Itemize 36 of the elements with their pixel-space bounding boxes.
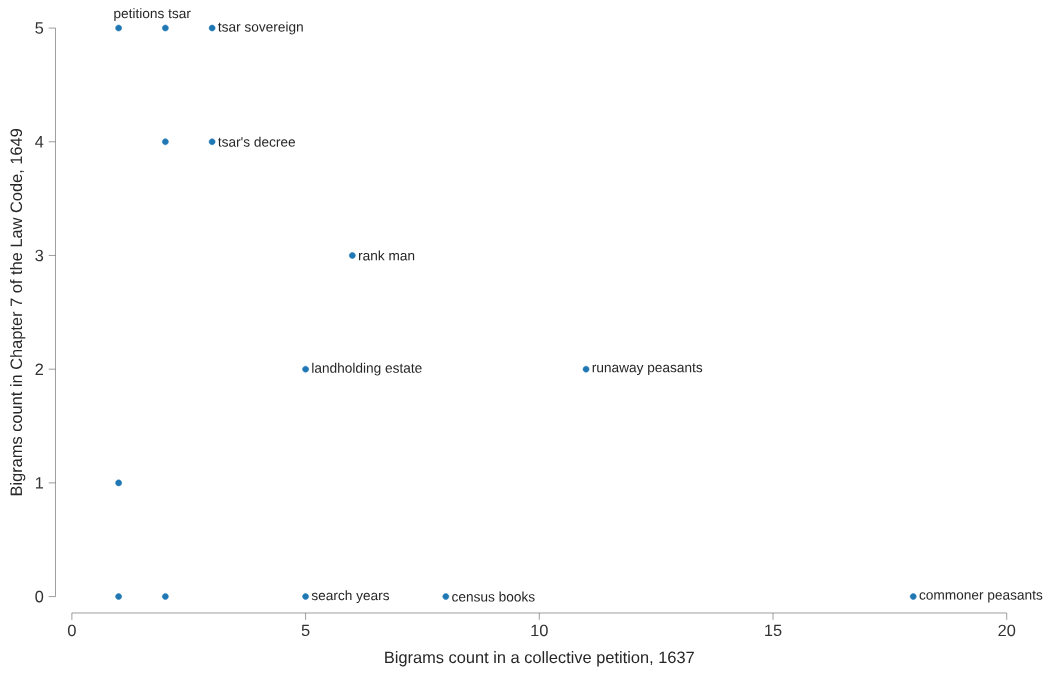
- point: [302, 593, 309, 600]
- y-axis-title: Bigrams count in Chapter 7 of the Law Code, 1649: [10, 128, 26, 495]
- point: [582, 365, 590, 373]
- x-tick-label: 15: [765, 624, 782, 636]
- point: [162, 24, 169, 32]
- x-tick-label: 20: [998, 624, 1016, 637]
- annotation: tsar's decree: [218, 136, 296, 147]
- x-axis-title: Bigrams count in a collective petition, 1637: [385, 650, 694, 667]
- y-tick-label: 1: [35, 477, 44, 489]
- point: [115, 24, 122, 32]
- annotation: commoner peasants: [919, 590, 1043, 603]
- point: [909, 593, 917, 600]
- point: [115, 479, 122, 486]
- point: [208, 138, 216, 145]
- point: [349, 251, 356, 259]
- annotation: petitions tsar: [114, 7, 191, 21]
- annotation: search years: [311, 590, 390, 603]
- point: [162, 138, 169, 145]
- annotation: rank man: [358, 250, 415, 261]
- point: [115, 593, 122, 600]
- point: [302, 365, 309, 373]
- y-tick-label: 0: [35, 590, 44, 603]
- y-tick-label: 3: [35, 249, 44, 262]
- point: [162, 593, 169, 600]
- y-tick-label: 2: [35, 363, 43, 375]
- point: [442, 593, 450, 600]
- point: [208, 24, 216, 32]
- x-tick-label: 5: [301, 624, 310, 636]
- y-tick-label: 5: [35, 22, 44, 34]
- annotation: tsar sovereign: [218, 21, 303, 35]
- annotation: runaway peasants: [592, 363, 703, 375]
- x-tick-label: 0: [67, 624, 76, 637]
- annotation: landholding estate: [312, 362, 422, 376]
- y-tick-label: 4: [35, 135, 44, 148]
- annotation: census books: [452, 591, 535, 602]
- x-tick-label: 10: [531, 624, 548, 637]
